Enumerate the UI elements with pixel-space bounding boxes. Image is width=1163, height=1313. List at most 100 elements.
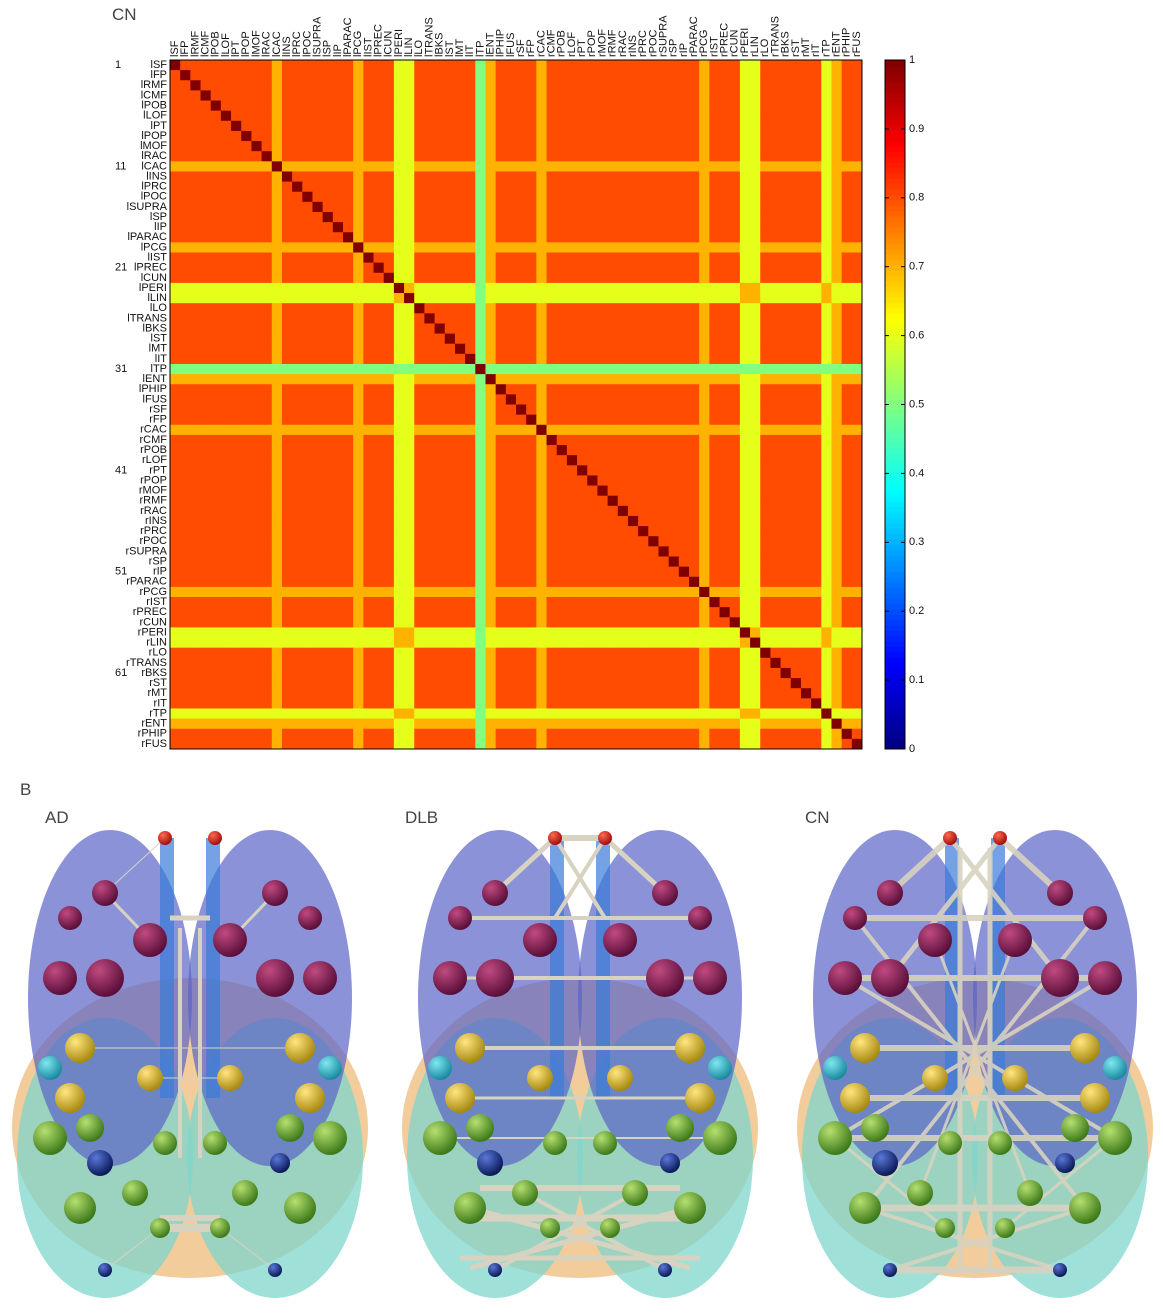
cell (608, 465, 619, 476)
cell (516, 465, 527, 476)
cell (424, 739, 435, 750)
cell (241, 516, 252, 527)
cell (241, 567, 252, 578)
cell (201, 425, 212, 436)
cell (404, 161, 415, 172)
cell (791, 273, 802, 284)
cell (720, 688, 731, 699)
cell (282, 607, 293, 618)
cell (709, 303, 720, 314)
cell (312, 242, 323, 253)
cell (526, 293, 537, 304)
cell (312, 719, 323, 730)
cell (445, 384, 456, 395)
cell (821, 101, 832, 112)
cell (709, 374, 720, 385)
cell (485, 212, 496, 223)
cell (811, 374, 822, 385)
cell (414, 556, 425, 567)
cell (353, 354, 364, 365)
cell (699, 536, 710, 547)
cell (618, 293, 629, 304)
cell (312, 688, 323, 699)
cell (384, 121, 395, 132)
cell (180, 658, 191, 669)
cell (516, 253, 527, 264)
cell (852, 374, 863, 385)
cell (760, 273, 771, 284)
cell (282, 303, 293, 314)
cell (455, 161, 466, 172)
cell (312, 222, 323, 233)
cell (384, 536, 395, 547)
cell (770, 739, 781, 750)
cell (211, 202, 222, 213)
cell (760, 516, 771, 527)
cell (628, 161, 639, 172)
cell (292, 739, 303, 750)
cell (781, 465, 792, 476)
cell (516, 587, 527, 598)
cell (506, 192, 517, 203)
cell (557, 658, 568, 669)
cell (516, 242, 527, 253)
cell (455, 577, 466, 588)
cell (658, 131, 669, 142)
cell (465, 658, 476, 669)
cell (180, 90, 191, 101)
cell (445, 80, 456, 91)
cell (211, 182, 222, 193)
cell (302, 273, 313, 284)
cell (516, 739, 527, 750)
cell (852, 313, 863, 324)
cell (190, 445, 201, 456)
cell (658, 111, 669, 122)
colorbar-slice (885, 577, 905, 583)
cell (750, 486, 761, 497)
cell (180, 202, 191, 213)
cell (709, 597, 720, 608)
cell (577, 415, 588, 426)
cell (648, 405, 659, 416)
colorbar-slice (885, 200, 905, 206)
cell (638, 627, 649, 638)
cell (312, 678, 323, 689)
cell (597, 293, 608, 304)
cell (791, 475, 802, 486)
cell (618, 232, 629, 243)
cell (587, 273, 598, 284)
cell (801, 587, 812, 598)
cell (353, 202, 364, 213)
cell (201, 101, 212, 112)
cell (374, 323, 385, 334)
cell (282, 536, 293, 547)
cell (811, 90, 822, 101)
cell (801, 344, 812, 355)
cell (435, 253, 446, 264)
cell (618, 374, 629, 385)
cell (811, 577, 822, 588)
cell (190, 121, 201, 132)
cell (658, 202, 669, 213)
cell (485, 455, 496, 466)
cell (618, 111, 629, 122)
cell (455, 394, 466, 405)
cell (791, 648, 802, 659)
cell (811, 455, 822, 466)
cell (557, 303, 568, 314)
cell (404, 719, 415, 730)
cell (669, 374, 680, 385)
cell (730, 222, 741, 233)
cell (740, 111, 751, 122)
cell (282, 567, 293, 578)
cell (608, 283, 619, 294)
cell (801, 70, 812, 81)
cell (720, 283, 731, 294)
cell (709, 719, 720, 730)
cell (740, 425, 751, 436)
cell (201, 344, 212, 355)
cell (231, 719, 242, 730)
cell (201, 90, 212, 101)
cell (689, 171, 700, 182)
cell (170, 739, 181, 750)
